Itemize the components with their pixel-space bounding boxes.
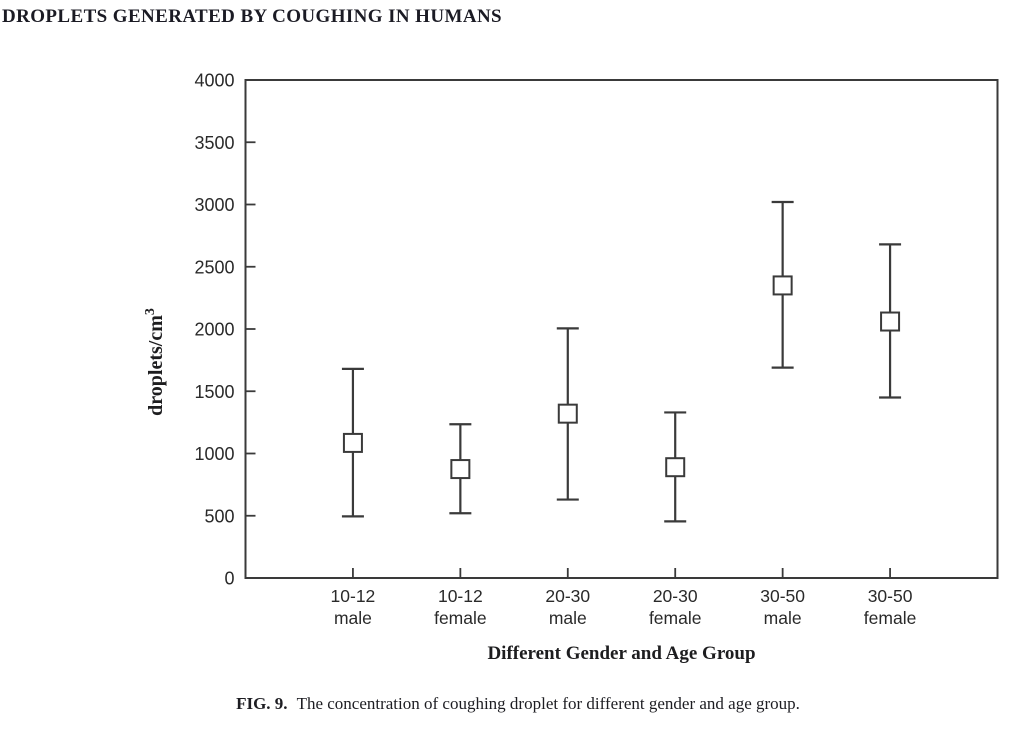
x-axis-tick-label-age: 20-30 [653, 586, 698, 606]
mean-marker [772, 275, 793, 296]
x-axis-tick-label-gender: male [549, 608, 587, 628]
plot-frame [244, 79, 999, 579]
x-axis-title: Different Gender and Age Group [487, 643, 755, 664]
figure-caption: FIG. 9. The concentration of coughing dro… [0, 694, 1036, 714]
x-axis-tick-label-age: 10-12 [438, 586, 483, 606]
y-axis-tick-label: 3000 [194, 195, 234, 215]
page-title: DROPLETS GENERATED BY COUGHING IN HUMANS [2, 6, 503, 27]
x-axis-tick-label-age: 20-30 [545, 586, 590, 606]
x-axis-tick-label-gender: female [864, 608, 917, 628]
mean-marker [665, 457, 686, 478]
x-axis-tick-label-gender: male [764, 608, 802, 628]
x-axis-tick-label-age: 10-12 [331, 586, 376, 606]
x-axis-tick-label-age: 30-50 [760, 586, 805, 606]
y-axis-tick-label: 500 [204, 506, 234, 526]
mean-marker [342, 432, 363, 453]
x-axis-tick-label-age: 30-50 [868, 586, 913, 606]
x-axis-tick-label-gender: female [649, 608, 702, 628]
y-axis-tick-label: 0 [224, 569, 234, 589]
y-axis-tick-label: 3500 [194, 133, 234, 153]
mean-marker [880, 311, 901, 332]
x-axis-tick-label-gender: male [334, 608, 372, 628]
mean-marker [557, 403, 578, 424]
mean-marker [450, 459, 471, 480]
y-axis-tick-label: 4000 [194, 71, 234, 91]
x-axis-tick-label-gender: female [434, 608, 487, 628]
figure-caption-label: FIG. 9. [236, 694, 288, 713]
y-axis-tick-label: 1000 [194, 444, 234, 464]
figure-caption-text: The concentration of coughing droplet fo… [296, 694, 800, 713]
y-axis-tick-label: 2000 [194, 320, 234, 340]
y-axis-tick-label: 2500 [194, 257, 234, 277]
y-axis-title: droplets/cm3 [143, 308, 167, 416]
y-axis-tick-label: 1500 [194, 382, 234, 402]
